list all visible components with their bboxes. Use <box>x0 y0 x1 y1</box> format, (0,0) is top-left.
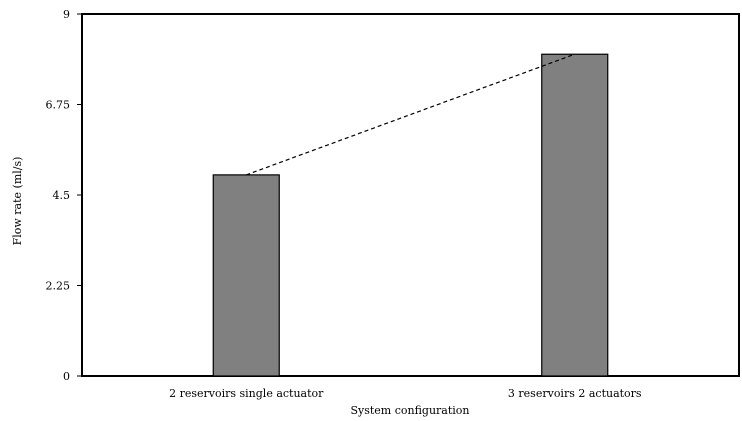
y-tick-label: 0 <box>63 370 70 383</box>
y-tick-label: 9 <box>63 8 70 21</box>
bar <box>541 53 609 377</box>
y-axis-ticks: 0 2.25 4.5 6.75 9 <box>46 8 82 383</box>
y-tick-label: 2.25 <box>46 280 71 293</box>
plot-frame <box>81 13 740 377</box>
y-tick-label: 6.75 <box>46 99 71 112</box>
trendline <box>246 53 575 176</box>
y-axis-title: Flow rate (ml/s) <box>11 157 24 246</box>
trendline-group <box>246 53 575 176</box>
x-tick-label: 2 reservoirs single actuator <box>169 387 324 400</box>
x-axis-ticks: 2 reservoirs single actuator 3 reservoirs… <box>169 387 642 400</box>
x-axis-title: System configuration <box>350 404 469 417</box>
y-tick-label: 4.5 <box>53 189 71 202</box>
bars <box>212 53 609 377</box>
x-tick-label: 3 reservoirs 2 actuators <box>508 387 642 400</box>
bar <box>212 174 280 377</box>
